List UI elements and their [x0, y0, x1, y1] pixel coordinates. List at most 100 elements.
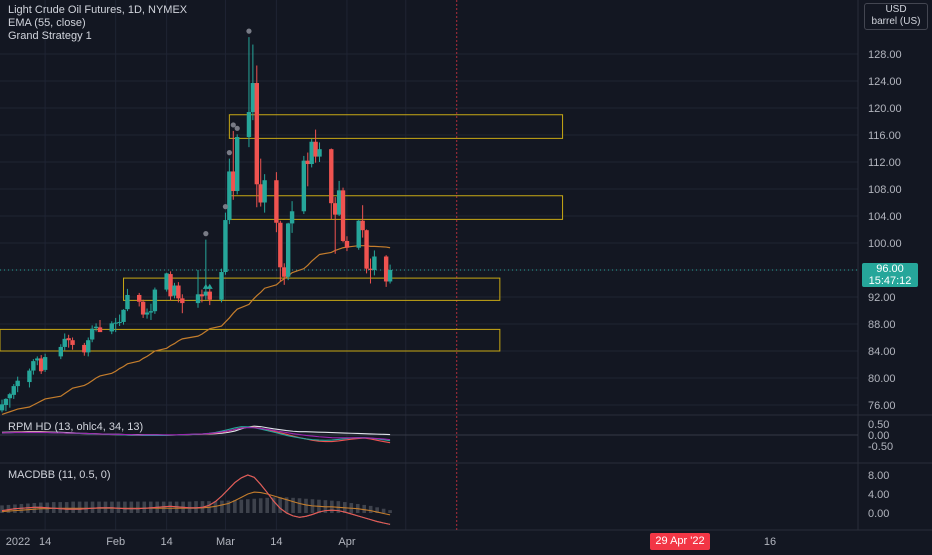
strategy-label[interactable]: Grand Strategy 1 [8, 30, 92, 42]
candle [0, 399, 5, 413]
candle [125, 288, 130, 312]
histogram-bar [252, 498, 257, 513]
candle [301, 155, 307, 214]
candle [137, 292, 142, 307]
price-tick-label: 92.00 [868, 292, 896, 304]
price-tick-label: 88.00 [868, 319, 896, 331]
buy-arrow [202, 283, 209, 289]
histogram-bar [90, 501, 95, 513]
candle-body [39, 358, 44, 372]
candle-body [31, 361, 36, 371]
candle-body [11, 386, 16, 395]
candle [254, 65, 259, 208]
signal-dot [230, 122, 236, 128]
histogram-bar [77, 501, 82, 513]
candle [27, 368, 32, 388]
price-tick-label: 116.00 [868, 130, 901, 142]
candle-body [219, 272, 224, 300]
histogram-bar [239, 499, 244, 513]
candle-body [333, 203, 338, 215]
time-tick-label: 14 [270, 536, 282, 548]
price-tick-label: 128.00 [868, 49, 902, 61]
candle [86, 337, 91, 357]
histogram-bar [284, 497, 289, 513]
chart-legend: Light Crude Oil Futures, 1D, NYMEX EMA (… [8, 4, 187, 43]
candle [360, 205, 365, 238]
histogram-bar [381, 508, 386, 513]
histogram-bar [220, 500, 224, 513]
time-tick-label: 2022 [6, 536, 30, 548]
candle-body [82, 344, 87, 353]
crosshair-date-label: 29 Apr '22 [650, 533, 710, 550]
candle [97, 319, 103, 333]
candle-body [231, 171, 236, 192]
candle [231, 130, 236, 200]
candle-body [387, 270, 393, 282]
rpm-tick-label: 0.50 [868, 419, 889, 431]
candle-body [66, 338, 71, 341]
candle [219, 268, 224, 303]
macd-axis: 8.00 4.00 0.00 [868, 470, 889, 520]
grid-lines [0, 0, 858, 530]
signal-dot [222, 204, 229, 210]
candle-body [313, 141, 318, 157]
candle-body [125, 294, 130, 310]
candle [223, 212, 228, 275]
currency-unit: barrel (US) [871, 16, 921, 27]
price-tick-label: 100.00 [868, 238, 902, 250]
histogram-bar [278, 497, 282, 513]
candle-body [246, 112, 252, 138]
histogram-bar [6, 504, 11, 513]
candle-body [285, 223, 291, 277]
time-axis: 2022 14 Feb 14 Mar 14 Apr 16 [6, 536, 776, 548]
histogram-bar [64, 502, 69, 513]
candle-body [89, 328, 95, 340]
signal-dot [234, 125, 240, 131]
last-price-label: 96.00 15:47:12 [862, 263, 918, 287]
candle-body [109, 323, 114, 332]
candle [180, 294, 185, 314]
candle-body [97, 327, 103, 333]
candle [313, 129, 318, 163]
candle [387, 264, 393, 284]
candle-body [262, 180, 267, 203]
ema-indicator-label[interactable]: EMA (55, close) [8, 17, 86, 29]
support-resistance-zone [228, 114, 564, 139]
candle-body [274, 180, 279, 223]
candle [172, 282, 177, 299]
candle [274, 172, 279, 233]
candle-body [0, 404, 5, 411]
rpm-indicator-label[interactable]: RPM HD (13, ohlc4, 34, 13) [8, 421, 144, 433]
candle [58, 344, 63, 360]
candle-body [383, 256, 389, 282]
price-tick-label: 76.00 [868, 400, 896, 412]
candle-body [336, 190, 342, 215]
candle [93, 323, 99, 332]
candle-body [223, 220, 228, 273]
macd-line [1, 474, 391, 525]
price-tick-label: 80.00 [868, 373, 896, 385]
currency-unit-button[interactable]: USD barrel (US) [864, 3, 928, 30]
macd-tick-label: 0.00 [868, 508, 889, 520]
candle [168, 271, 173, 301]
candle-body [180, 298, 185, 304]
candle-body [113, 322, 118, 324]
candle-body [258, 184, 263, 203]
candle [258, 158, 263, 207]
rpm-tick-label: -0.50 [868, 441, 893, 453]
candle [39, 355, 44, 374]
histogram-bar [194, 501, 198, 513]
candle [117, 314, 122, 327]
candle [262, 174, 267, 213]
histogram-bar [291, 497, 295, 513]
time-tick-label: 16 [764, 536, 776, 548]
candle-body [3, 398, 9, 405]
candle [383, 255, 389, 287]
candle-body [364, 230, 369, 269]
symbol-title[interactable]: Light Crude Oil Futures, 1D, NYMEX [8, 4, 188, 16]
macd-indicator-label[interactable]: MACDBB (11, 0.5, 0) [8, 469, 111, 481]
histogram-bar [265, 497, 269, 513]
signal-dot [246, 28, 252, 34]
